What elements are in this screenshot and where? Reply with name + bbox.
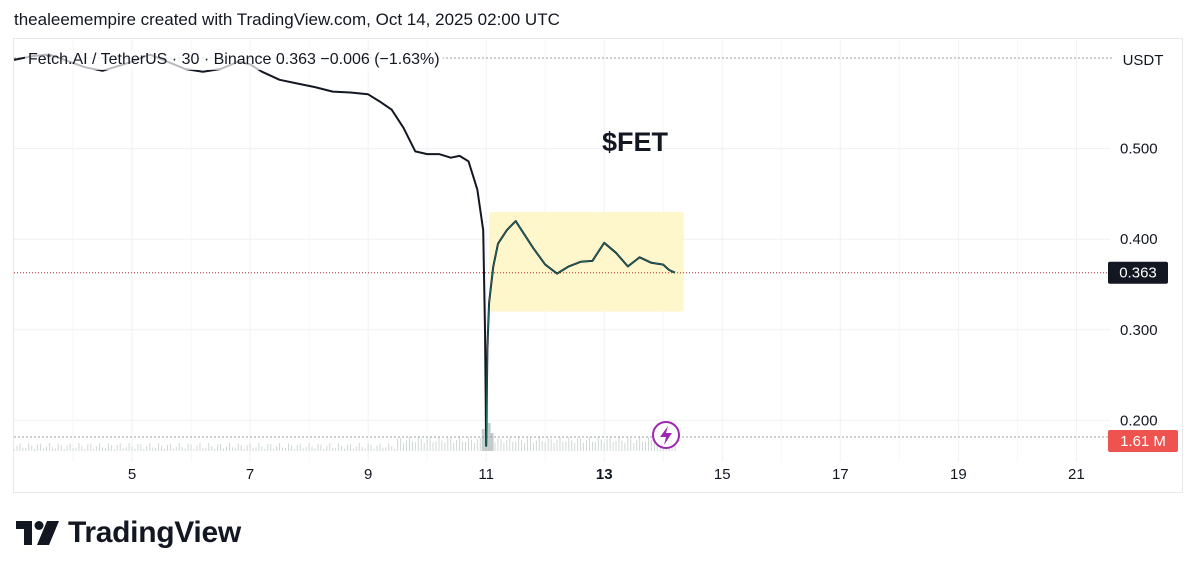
- y-tick-label: 0.400: [1120, 231, 1158, 248]
- x-axis-ticks: 5 7 9 11 13 15 17 19 21: [128, 466, 1085, 483]
- symbol-legend[interactable]: Fetch.AI / TetherUS · 30 · Binance 0.363…: [25, 50, 443, 70]
- volume-label: 1.61 M: [1120, 433, 1166, 450]
- separator-2: ·: [203, 51, 210, 68]
- x-tick-label: 7: [246, 466, 254, 483]
- symbol-price: 0.363: [275, 51, 316, 68]
- volume-bars: [13, 411, 676, 451]
- y-tick-label: 0.300: [1120, 322, 1158, 339]
- separator-1: ·: [171, 51, 178, 68]
- symbol-interval: 30: [181, 51, 200, 68]
- last-price-badge: 0.363: [1108, 261, 1168, 284]
- volume-bar: [487, 423, 491, 451]
- currency-selector[interactable]: USDT: [1113, 47, 1173, 75]
- tradingview-logo[interactable]: TradingView: [16, 516, 241, 550]
- x-tick-label: 9: [364, 466, 372, 483]
- x-tick-label: 15: [714, 466, 731, 483]
- tradingview-logo-icon: [16, 521, 59, 545]
- last-price-label: 0.363: [1119, 265, 1157, 282]
- x-tick-label: 21: [1068, 466, 1085, 483]
- symbol-change: −0.006 (−1.63%): [320, 51, 440, 68]
- y-tick-label: 0.200: [1120, 412, 1158, 429]
- chart-credit: thealeemempire created with TradingView.…: [14, 10, 560, 29]
- tradingview-logo-text: TradingView: [68, 516, 241, 549]
- x-tick-label: 17: [832, 466, 849, 483]
- x-tick-label: 5: [128, 466, 136, 483]
- y-tick-label: 0.500: [1120, 141, 1158, 158]
- x-tick-label: 13: [596, 466, 613, 483]
- volume-badge: 1.61 M: [1108, 430, 1178, 452]
- symbol-pair: Fetch.AI / TetherUS: [28, 51, 168, 68]
- x-tick-label: 19: [950, 466, 967, 483]
- x-tick-label: 11: [478, 466, 494, 483]
- volume-bar: [481, 429, 485, 451]
- recovery-series-overlay: [485, 220, 676, 446]
- lightning-icon[interactable]: [652, 421, 680, 449]
- symbol-exchange: Binance: [213, 51, 272, 68]
- chart-annotation: $FET: [602, 127, 669, 157]
- y-axis-ticks: 0.500 0.400 0.300 0.200: [1120, 141, 1158, 430]
- volume-bar: [490, 433, 494, 451]
